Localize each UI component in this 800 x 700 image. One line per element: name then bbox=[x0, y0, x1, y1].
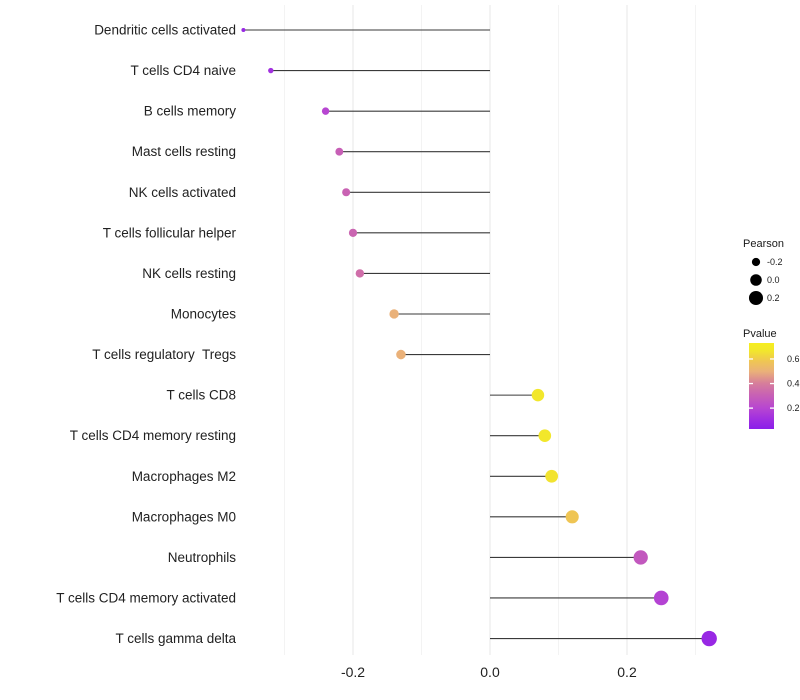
y-axis-label: T cells CD8 bbox=[166, 388, 236, 403]
y-axis-label: T cells follicular helper bbox=[103, 225, 237, 240]
x-axis-tick-label: -0.2 bbox=[341, 664, 365, 680]
lollipop-dot bbox=[355, 269, 365, 278]
y-axis-label: NK cells resting bbox=[142, 266, 236, 281]
lollipop-dot bbox=[241, 28, 246, 32]
lollipop-dot bbox=[342, 188, 351, 197]
size-legend-label: 0.0 bbox=[767, 275, 780, 285]
size-legend-label: 0.2 bbox=[767, 293, 780, 303]
y-axis-label: NK cells activated bbox=[129, 185, 236, 200]
x-axis-tick-label: 0.0 bbox=[480, 664, 500, 680]
lollipop-dot bbox=[335, 147, 344, 156]
lollipop-dot bbox=[701, 630, 717, 647]
lollipop-dot bbox=[321, 107, 330, 115]
size-legend-title: Pearson bbox=[743, 238, 784, 250]
lollipop-dot bbox=[538, 429, 552, 443]
lollipop-dot bbox=[633, 550, 648, 565]
size-legend-dot bbox=[748, 290, 764, 306]
y-axis-label: T cells CD4 memory resting bbox=[70, 428, 236, 443]
lollipop-dot bbox=[268, 67, 274, 74]
size-legend-dot bbox=[751, 257, 761, 267]
y-axis-label: B cells memory bbox=[144, 104, 237, 119]
y-axis-label: Macrophages M2 bbox=[132, 469, 236, 484]
colorbar-tick-label: 0.4 bbox=[787, 379, 800, 389]
y-axis-label: T cells regulatory Tregs bbox=[92, 347, 236, 362]
lollipop-dot bbox=[396, 349, 406, 360]
size-legend-dot bbox=[750, 274, 762, 286]
lollipop-dot bbox=[531, 388, 545, 402]
y-axis-label: Monocytes bbox=[171, 306, 237, 321]
lollipop-dot bbox=[565, 510, 579, 524]
pvalue-colorbar bbox=[749, 343, 774, 429]
colorbar-tick-label: 0.6 bbox=[787, 354, 800, 364]
lollipop-dot bbox=[653, 590, 669, 606]
color-legend-title: Pvalue bbox=[743, 328, 777, 340]
size-legend-label: -0.2 bbox=[767, 257, 783, 267]
y-axis-label: T cells CD4 memory activated bbox=[56, 590, 236, 605]
y-axis-label: T cells gamma delta bbox=[115, 631, 236, 646]
y-axis-label: Macrophages M0 bbox=[132, 509, 236, 524]
y-axis-label: Dendritic cells activated bbox=[94, 23, 236, 38]
y-axis-label: Mast cells resting bbox=[132, 144, 236, 159]
y-axis-label: T cells CD4 naive bbox=[130, 63, 236, 78]
lollipop-dot bbox=[348, 228, 358, 237]
x-axis-tick-label: 0.2 bbox=[617, 664, 637, 680]
lollipop-dot bbox=[545, 469, 559, 483]
y-axis-label: Neutrophils bbox=[168, 550, 237, 565]
colorbar-tick-label: 0.2 bbox=[787, 403, 800, 413]
lollipop-dot bbox=[389, 309, 399, 319]
